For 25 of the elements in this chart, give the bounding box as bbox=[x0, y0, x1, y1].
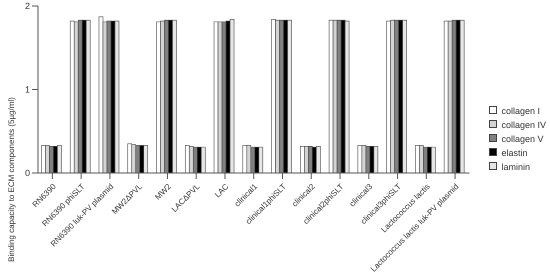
y-axis-title: Binding capacity to ECM components (5µg/ml) bbox=[6, 96, 16, 262]
bar bbox=[460, 20, 464, 173]
bar bbox=[200, 146, 206, 173]
legend-label: collagen V bbox=[501, 132, 544, 146]
y-tick-label: 0 bbox=[24, 168, 30, 178]
bar bbox=[172, 20, 177, 173]
bar bbox=[258, 146, 264, 173]
legend-label: collagen I bbox=[501, 104, 540, 118]
legend-label: laminin bbox=[501, 160, 530, 174]
bar bbox=[316, 146, 321, 173]
bar bbox=[431, 146, 436, 173]
y-tick-label: 2 bbox=[24, 1, 30, 12]
bar bbox=[344, 20, 350, 173]
bar bbox=[402, 20, 407, 173]
y-tick-label: 1 bbox=[24, 84, 30, 95]
legend-label: elastin bbox=[501, 146, 528, 160]
bar bbox=[287, 20, 292, 173]
bar bbox=[374, 146, 378, 173]
x-tick-label: LAC bbox=[213, 182, 231, 200]
bar bbox=[86, 20, 91, 173]
bar bbox=[230, 19, 234, 173]
bar bbox=[143, 145, 148, 173]
bar bbox=[57, 145, 62, 173]
legend-label: collagen IV bbox=[501, 118, 546, 132]
bar bbox=[114, 20, 120, 173]
